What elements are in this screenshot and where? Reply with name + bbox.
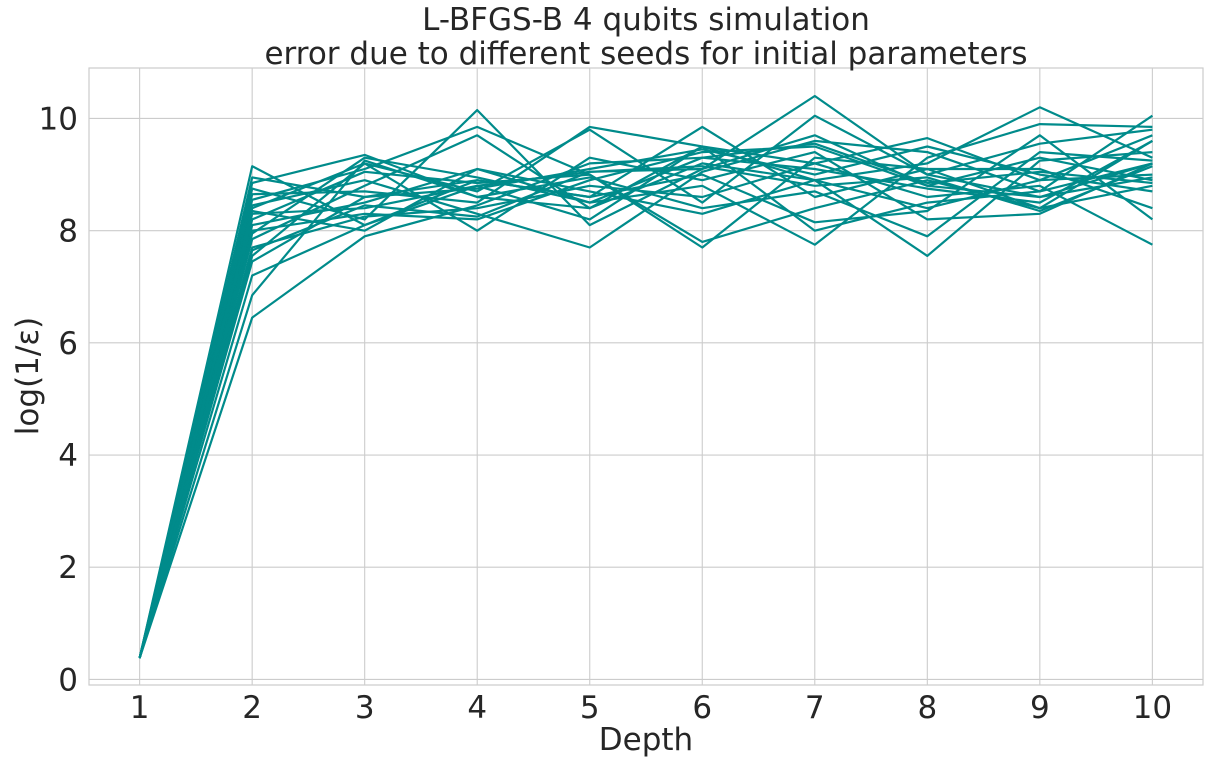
x-tick-label: 7: [805, 690, 825, 726]
y-tick-label: 8: [58, 214, 78, 250]
x-axis-label: Depth: [599, 722, 693, 758]
x-tick-label: 3: [355, 690, 375, 726]
x-tick-label: 6: [692, 690, 712, 726]
y-tick-label: 2: [58, 550, 78, 586]
series-line-15: [138, 162, 1153, 659]
chart-subtitle: error due to different seeds for initial…: [264, 36, 1027, 72]
x-tick-label: 9: [1030, 690, 1050, 726]
y-tick-label: 4: [58, 438, 78, 474]
series-line-20: [138, 139, 1153, 659]
y-tick-label: 6: [58, 326, 78, 362]
series-lines: [138, 94, 1154, 659]
y-tick-labels: 0 2 4 6 8 10: [39, 101, 78, 698]
x-tick-label: 4: [467, 690, 487, 726]
series-line-21: [138, 142, 1153, 659]
series-line-13: [138, 122, 1153, 659]
y-tick-label: 10: [39, 101, 78, 137]
x-tick-label: 2: [242, 690, 262, 726]
y-axis-label: log(1/ε): [10, 317, 46, 435]
series-line-18: [138, 134, 1154, 659]
y-tick-label: 0: [58, 662, 78, 698]
x-tick-label: 5: [580, 690, 600, 726]
series-line-22: [138, 165, 1153, 659]
x-tick-label: 1: [130, 690, 150, 726]
series-line-7: [138, 114, 1154, 659]
x-tick-labels: 1 2 3 4 5 6 7 8 9 10: [130, 690, 1172, 726]
series-line-11: [138, 151, 1153, 659]
chart-title: L-BFGS-B 4 qubits simulation: [422, 2, 870, 38]
x-tick-label: 8: [917, 690, 937, 726]
series-line-2: [138, 125, 1153, 659]
x-tick-label: 10: [1133, 690, 1172, 726]
